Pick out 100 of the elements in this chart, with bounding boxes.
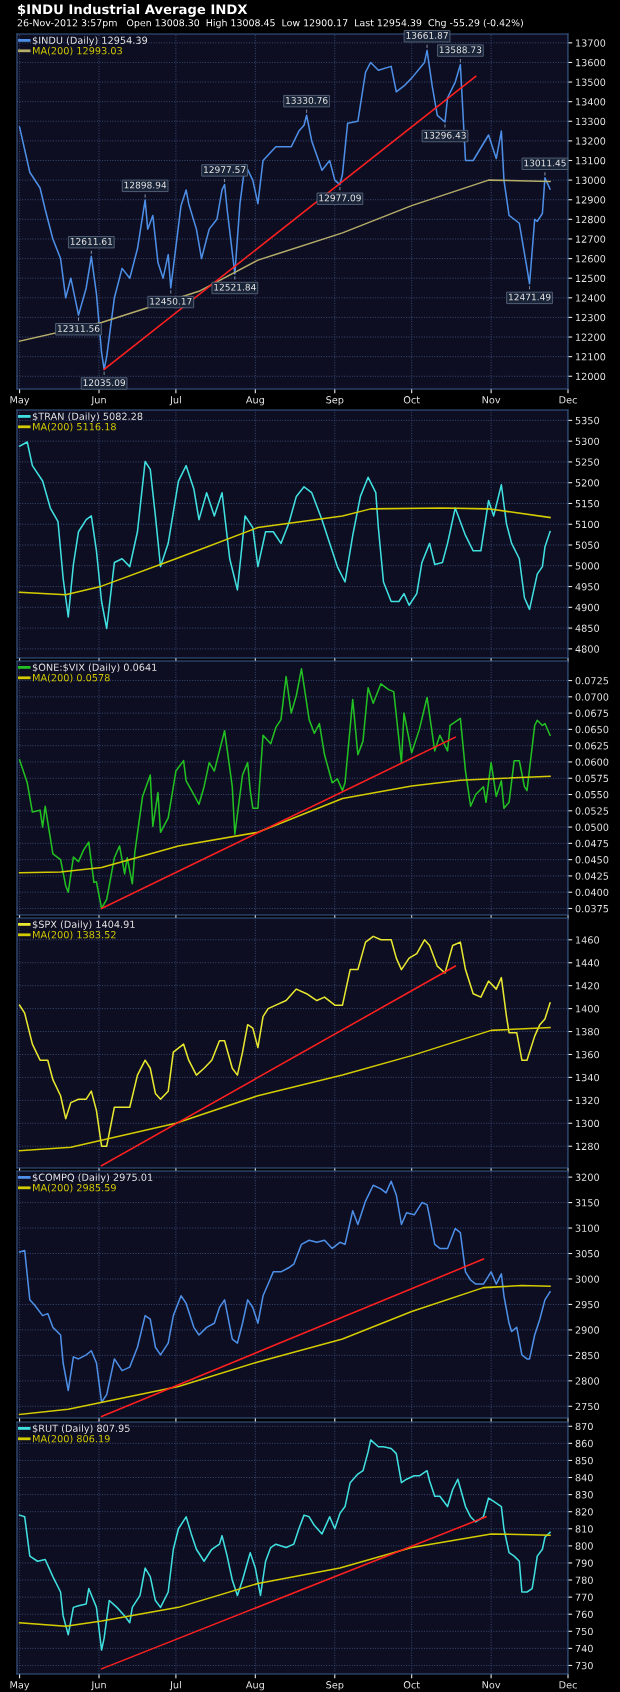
y-tick-label: 750 [575,1627,593,1636]
y-tick-label: 1280 [576,1142,600,1151]
x-tick-label: Jul [169,1680,181,1691]
line-series [18,775,551,874]
y-tick-label: 12100 [576,353,606,361]
y-tick-label: 13700 [576,39,606,47]
y-tick-label: 5150 [575,499,600,508]
y-tick-label: 4900 [575,603,600,612]
annotation: 13330.76 [286,96,328,104]
y-tick-label: 2850 [575,1351,600,1360]
y-tick-label: 1340 [576,1073,600,1082]
legend-label: $SPX (Daily) 1404.91 [32,920,135,930]
y-tick-label: 12500 [576,274,606,283]
legend-label: $INDU (Daily) 12954.39 [32,36,148,46]
y-tick-label: 5350 [575,416,600,425]
y-tick-label: 760 [575,1610,593,1619]
y-tick-label: 12200 [576,333,606,341]
y-tick-label: 0.0550 [575,790,609,799]
y-tick-label: 0.0450 [575,856,609,864]
annotation: 12977.09 [319,194,361,202]
line-series [18,507,551,596]
y-tick-label: 730 [575,1661,593,1670]
y-tick-label: 12000 [576,372,606,381]
y-tick-label: 770 [575,1593,593,1601]
annotation: 12471.49 [509,293,551,301]
y-tick-label: 1440 [576,959,600,967]
line-series [18,1026,551,1152]
annotation: 13011.45 [524,159,566,167]
y-tick-label: 13400 [576,98,606,106]
x-tick-label: Oct [403,1681,420,1689]
y-tick-label: 12900 [576,196,606,204]
line-series [18,1284,551,1416]
y-tick-label: 0.0400 [575,888,609,897]
y-tick-label: 2900 [575,1326,600,1334]
y-tick-label: 1320 [576,1096,600,1105]
annotation: 13588.73 [439,46,482,54]
x-tick-label: May [10,396,30,406]
chart-subtitle: 26-Nov-2012 3:57pm Open 13008.30 High 13008.45 Low 12900.17 Last 12954.39 Chg -55.29 (-0.42%) [17,19,523,29]
y-tick-label: 12700 [576,235,606,243]
legend-label: MA(200) 806.19 [33,1434,110,1444]
legend-label: MA(200) 1383.52 [33,930,116,940]
y-tick-label: 1400 [576,1005,600,1013]
y-tick-label: 1420 [576,982,600,990]
y-tick-label: 4950 [575,583,600,591]
legend-label: MA(200) 2985.59 [33,1183,116,1193]
y-tick-label: 5200 [575,479,600,487]
y-tick-label: 4800 [575,645,600,653]
x-tick-label: Sep [326,1681,344,1691]
y-tick-label: 0.0475 [575,839,609,848]
y-tick-label: 5250 [575,458,600,466]
y-tick-label: 1360 [576,1050,600,1059]
x-tick-label: Jun [90,1681,106,1691]
annotation: 13661.87 [406,32,448,39]
legend-label: MA(200) 0.0578 [33,673,110,683]
x-tick-label: Oct [403,396,420,404]
y-tick-label: 5100 [575,520,600,529]
x-tick-label: Dec [559,1681,577,1689]
y-tick-label: 3200 [575,1173,600,1181]
y-tick-label: 13100 [576,156,606,165]
chart-title: $INDU Industrial Average INDX [18,4,248,17]
y-tick-label: 0.0650 [575,725,609,734]
y-tick-label: 820 [575,1508,593,1516]
x-tick-label: Jun [90,396,106,406]
y-tick-label: 840 [575,1474,593,1482]
y-tick-label: 1380 [576,1028,600,1036]
y-tick-label: 0.0375 [575,904,609,913]
y-tick-label: 12800 [576,215,606,224]
y-tick-label: 0.0425 [575,872,609,880]
legend-label: MA(200) 12993.03 [33,46,122,56]
annotation: 12611.61 [70,237,113,245]
y-tick-label: 740 [575,1644,593,1653]
legend-label: $COMPQ (Daily) 2975.01 [32,1173,153,1183]
y-tick-label: 13000 [576,176,606,184]
y-tick-label: 13300 [576,117,606,126]
y-tick-label: 3050 [575,1249,600,1258]
legend-label: MA(200) 5116.18 [33,422,116,432]
y-tick-label: 2750 [575,1402,600,1411]
y-tick-label: 850 [575,1456,593,1465]
x-tick-label: Nov [482,1681,501,1689]
annotation: 12035.09 [83,379,126,387]
y-tick-label: 3000 [575,1275,600,1283]
y-tick-label: 0.0525 [575,807,609,815]
y-tick-label: 870 [575,1422,593,1431]
y-tick-label: 0.0625 [575,742,609,750]
annotation: 12311.56 [57,325,100,332]
y-tick-label: 830 [575,1491,593,1499]
y-tick-label: 12400 [576,294,606,302]
y-tick-label: 5000 [575,562,600,570]
y-tick-label: 2800 [575,1377,600,1385]
x-tick-label: Aug [245,396,264,406]
y-tick-label: 0.0600 [575,758,609,766]
y-tick-label: 12300 [576,313,606,322]
legend-label: $ONE:$VIX (Daily) 0.0641 [32,663,157,673]
x-tick-label: May [10,1681,30,1691]
x-tick-label: Jul [169,395,181,406]
annotation: 12521.84 [214,283,256,291]
y-tick-label: 4850 [575,624,600,632]
y-tick-label: 1460 [576,936,600,944]
x-tick-label: Nov [482,396,501,404]
y-tick-label: 0.0500 [575,823,609,831]
